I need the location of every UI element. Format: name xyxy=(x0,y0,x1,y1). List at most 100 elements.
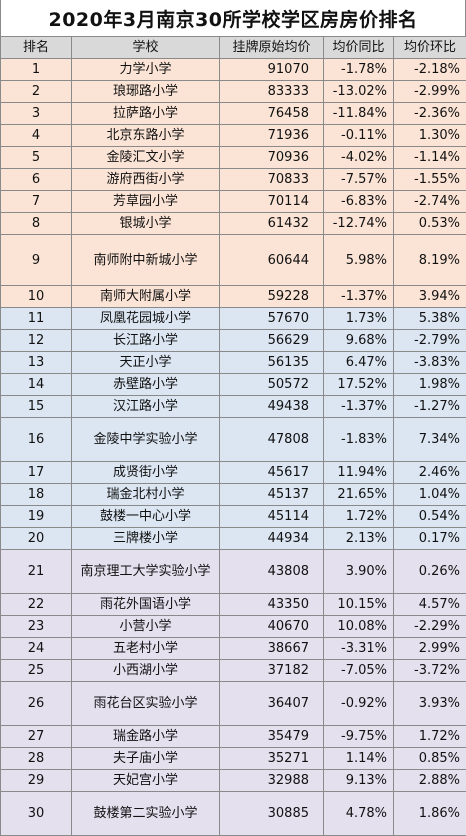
cell-yoy: 1.72% xyxy=(324,506,394,528)
cell-school: 五老村小学 xyxy=(72,638,220,660)
cell-school: 芳草园小学 xyxy=(72,191,220,213)
cell-rank: 6 xyxy=(1,169,72,191)
cell-rank: 4 xyxy=(1,125,72,147)
cell-mom: 2.88% xyxy=(394,770,466,792)
cell-mom: 1.72% xyxy=(394,726,466,748)
cell-rank: 2 xyxy=(1,81,72,103)
cell-yoy: -7.57% xyxy=(324,169,394,191)
cell-rank: 20 xyxy=(1,528,72,550)
cell-mom: -2.29% xyxy=(394,616,466,638)
cell-mom: 5.38% xyxy=(394,308,466,330)
cell-rank: 28 xyxy=(1,748,72,770)
cell-mom: 0.26% xyxy=(394,550,466,594)
cell-rank: 8 xyxy=(1,213,72,235)
cell-price: 43350 xyxy=(220,594,324,616)
cell-price: 49438 xyxy=(220,396,324,418)
cell-school: 凤凰花园城小学 xyxy=(72,308,220,330)
cell-yoy: 2.13% xyxy=(324,528,394,550)
cell-yoy: -6.83% xyxy=(324,191,394,213)
cell-mom: -1.27% xyxy=(394,396,466,418)
cell-mom: 1.30% xyxy=(394,125,466,147)
cell-price: 35271 xyxy=(220,748,324,770)
cell-yoy: 10.15% xyxy=(324,594,394,616)
cell-price: 45617 xyxy=(220,462,324,484)
cell-school: 夫子庙小学 xyxy=(72,748,220,770)
cell-mom: 2.99% xyxy=(394,638,466,660)
cell-yoy: -0.92% xyxy=(324,682,394,726)
cell-rank: 29 xyxy=(1,770,72,792)
cell-price: 45114 xyxy=(220,506,324,528)
cell-price: 61432 xyxy=(220,213,324,235)
cell-school: 三牌楼小学 xyxy=(72,528,220,550)
cell-rank: 1 xyxy=(1,59,72,81)
cell-school: 南师附中新城小学 xyxy=(72,235,220,286)
cell-mom: 0.17% xyxy=(394,528,466,550)
cell-mom: 3.93% xyxy=(394,682,466,726)
page-title: 2020年3月南京30所学校学区房房价排名 xyxy=(0,0,466,36)
cell-yoy: 1.14% xyxy=(324,748,394,770)
cell-school: 天正小学 xyxy=(72,352,220,374)
cell-price: 45137 xyxy=(220,484,324,506)
cell-rank: 13 xyxy=(1,352,72,374)
cell-rank: 10 xyxy=(1,286,72,308)
cell-mom: -2.79% xyxy=(394,330,466,352)
cell-mom: -3.72% xyxy=(394,660,466,682)
cell-yoy: -7.05% xyxy=(324,660,394,682)
cell-mom: 8.19% xyxy=(394,235,466,286)
cell-school: 鼓楼一中心小学 xyxy=(72,506,220,528)
cell-school: 游府西街小学 xyxy=(72,169,220,191)
cell-rank: 5 xyxy=(1,147,72,169)
cell-rank: 19 xyxy=(1,506,72,528)
cell-rank: 9 xyxy=(1,235,72,286)
cell-price: 37182 xyxy=(220,660,324,682)
cell-price: 35479 xyxy=(220,726,324,748)
cell-mom: 1.04% xyxy=(394,484,466,506)
cell-yoy: -1.78% xyxy=(324,59,394,81)
cell-school: 拉萨路小学 xyxy=(72,103,220,125)
cell-price: 56629 xyxy=(220,330,324,352)
header-school: 学校 xyxy=(72,37,220,59)
cell-price: 50572 xyxy=(220,374,324,396)
cell-mom: -2.36% xyxy=(394,103,466,125)
cell-yoy: -1.37% xyxy=(324,396,394,418)
cell-mom: -3.83% xyxy=(394,352,466,374)
cell-rank: 15 xyxy=(1,396,72,418)
cell-price: 47808 xyxy=(220,418,324,462)
header-rank: 排名 xyxy=(1,37,72,59)
cell-school: 南师大附属小学 xyxy=(72,286,220,308)
cell-school: 赤壁路小学 xyxy=(72,374,220,396)
cell-price: 91070 xyxy=(220,59,324,81)
cell-rank: 18 xyxy=(1,484,72,506)
cell-price: 70936 xyxy=(220,147,324,169)
cell-school: 南京理工大学实验小学 xyxy=(72,550,220,594)
cell-rank: 12 xyxy=(1,330,72,352)
cell-school: 小西湖小学 xyxy=(72,660,220,682)
cell-mom: -2.99% xyxy=(394,81,466,103)
cell-mom: 7.34% xyxy=(394,418,466,462)
cell-school: 雨花外国语小学 xyxy=(72,594,220,616)
cell-rank: 17 xyxy=(1,462,72,484)
cell-price: 43808 xyxy=(220,550,324,594)
cell-mom: -1.55% xyxy=(394,169,466,191)
cell-school: 金陵汇文小学 xyxy=(72,147,220,169)
header-price: 挂牌原始均价 xyxy=(220,37,324,59)
cell-mom: -2.74% xyxy=(394,191,466,213)
cell-rank: 22 xyxy=(1,594,72,616)
cell-price: 32988 xyxy=(220,770,324,792)
cell-mom: 2.46% xyxy=(394,462,466,484)
